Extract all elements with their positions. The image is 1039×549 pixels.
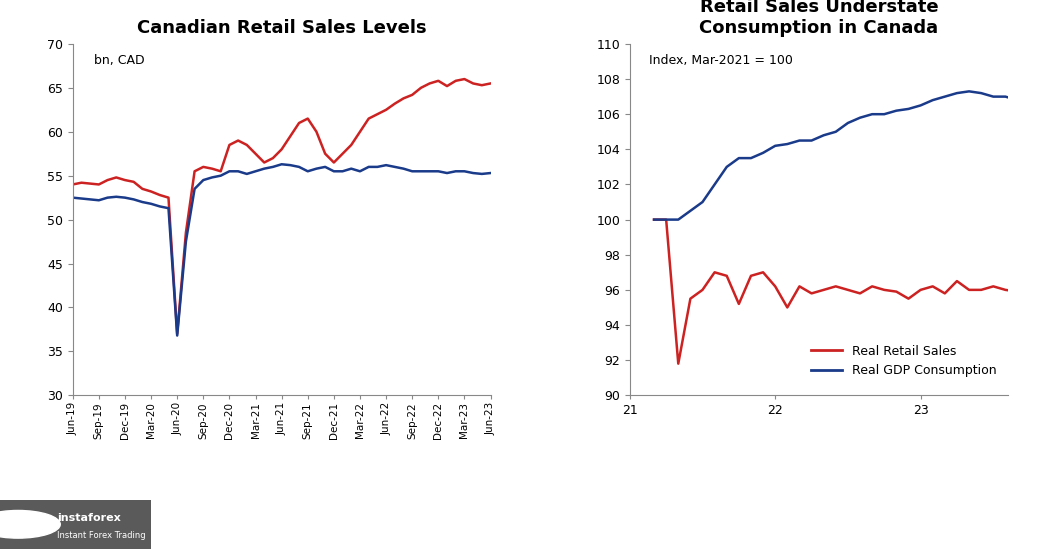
Text: bn, CAD: bn, CAD [94,54,144,68]
Text: Instant Forex Trading: Instant Forex Trading [57,531,145,540]
Text: instaforex: instaforex [57,513,121,523]
Legend: Real Retail Sales, Real GDP Consumption: Real Retail Sales, Real GDP Consumption [805,340,1002,382]
Circle shape [0,511,60,538]
Title: Retail Sales Understate
Consumption in Canada: Retail Sales Understate Consumption in C… [699,0,938,37]
Title: Canadian Retail Sales Levels: Canadian Retail Sales Levels [137,19,426,37]
Text: Index, Mar-2021 = 100: Index, Mar-2021 = 100 [648,54,793,68]
